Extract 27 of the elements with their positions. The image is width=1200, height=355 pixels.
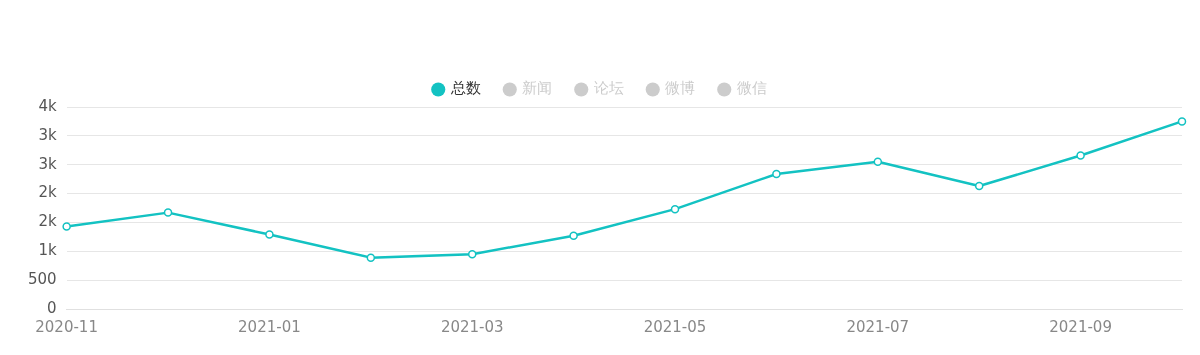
- point: [163, 208, 173, 217]
- point: [62, 222, 71, 231]
- point: [873, 157, 883, 167]
- y-tick-label: 3k: [38, 125, 57, 144]
- point: [366, 253, 376, 262]
- point: [670, 204, 680, 214]
- y-tick-label: 2k: [38, 183, 57, 202]
- x-tick-label: 2020-11: [35, 317, 98, 336]
- y-tick-label: 500: [27, 270, 57, 289]
- point: [569, 231, 578, 240]
- point: [265, 230, 274, 239]
- x-tick-label: 2021-03: [440, 317, 504, 336]
- point: [1076, 151, 1085, 160]
- x-tick-label: 2021-09: [1049, 317, 1112, 336]
- point: [467, 249, 477, 259]
- y-tick-label: 3k: [38, 154, 57, 173]
- x-tick-label: 2021-01: [238, 317, 301, 336]
- x-tick-label: 2021-07: [846, 317, 910, 336]
- x-tick-label: 2021-05: [643, 317, 707, 336]
- point: [974, 181, 984, 191]
- point: [1177, 117, 1187, 126]
- point: [772, 169, 781, 179]
- legend-label: 总数: [449, 79, 481, 98]
- y-tick-label: 2k: [38, 212, 57, 231]
- y-tick-label: 1k: [38, 241, 57, 260]
- y-tick-label: 0: [47, 298, 57, 317]
- y-tick-label: 4k: [38, 96, 57, 115]
